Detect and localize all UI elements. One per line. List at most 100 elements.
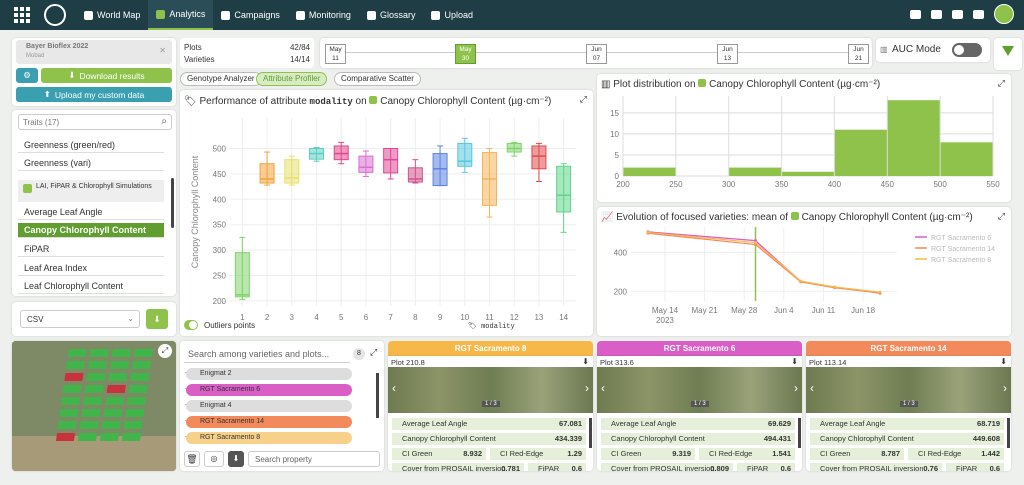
expand-icon[interactable]: ⤢ <box>158 344 172 358</box>
expand-icon[interactable]: ⤢ <box>997 211 1005 221</box>
nav-campaigns[interactable]: Campaigns <box>213 0 288 30</box>
eye-off-icon[interactable]: ◎ <box>204 451 224 467</box>
y-tick-label: 350 <box>213 221 227 230</box>
tab-attribute-profiler[interactable]: Attribute Profiler <box>256 72 328 86</box>
variety-row[interactable]: RGT Sacramento 6 <box>186 384 352 396</box>
y-tick-label: 300 <box>213 246 227 255</box>
histogram-bar <box>781 171 835 176</box>
expand-icon[interactable]: ⤢ <box>370 347 378 357</box>
series-point <box>878 290 882 294</box>
trait-item[interactable]: Leaf Chlorophyll Content <box>18 279 164 294</box>
x-tick-label: 14 <box>559 313 568 322</box>
trait-item[interactable]: Leaf Area Index <box>18 261 164 276</box>
traits-search-input[interactable]: Traits (17) ⌕ <box>18 114 172 130</box>
box <box>234 252 250 298</box>
apps-grid-icon[interactable] <box>14 5 34 25</box>
chevron-right-icon[interactable]: › <box>1003 381 1007 395</box>
avatar[interactable] <box>994 4 1014 24</box>
tab-comparative-scatter[interactable]: Comparative Scatter <box>334 72 421 86</box>
download-results-button[interactable]: ⬇ Download results <box>41 68 172 83</box>
close-icon[interactable]: ✕ <box>159 46 166 55</box>
filter-button[interactable] <box>994 38 1022 70</box>
trait-item-selected[interactable]: Canopy Chlorophyll Content <box>18 223 164 238</box>
map-plot <box>79 421 99 429</box>
variety-row[interactable]: Enigmat 2 <box>186 368 352 380</box>
auc-toggle[interactable] <box>952 43 982 57</box>
x-tick-label: May 14 <box>652 306 679 315</box>
y-tick-label: 0 <box>615 172 620 181</box>
nav-analytics[interactable]: Analytics <box>148 0 214 30</box>
date-may-11[interactable]: May 11 <box>325 44 346 64</box>
x-tick-label: 10 <box>460 313 469 322</box>
expand-icon[interactable]: ⤢ <box>579 94 587 104</box>
date-jun-07[interactable]: Jun 07 <box>586 44 607 64</box>
trial-selector[interactable]: Bayer Bioflex 2022 Mobad ✕ <box>16 40 172 64</box>
download-icon[interactable]: ⬇ <box>228 451 244 467</box>
users-icon[interactable] <box>910 9 921 19</box>
settings-button[interactable]: ⚙ <box>16 68 38 83</box>
nav-monitoring[interactable]: Monitoring <box>288 0 359 30</box>
trait-item[interactable]: Average Leaf Angle <box>18 205 164 220</box>
map-plot <box>57 421 77 429</box>
y-tick-label: 200 <box>614 287 628 296</box>
download-icon[interactable]: ⬇ <box>791 357 798 366</box>
date-jun-21[interactable]: Jun 21 <box>848 44 869 64</box>
logo[interactable] <box>44 4 66 26</box>
chevron-right-icon[interactable]: › <box>585 381 589 395</box>
histogram-icon: ▥ <box>601 79 611 90</box>
property-search-input[interactable]: Search property <box>248 451 380 467</box>
chevron-left-icon[interactable]: ‹ <box>601 381 605 395</box>
outliers-toggle[interactable] <box>184 320 198 330</box>
chevron-right-icon[interactable]: › <box>794 381 798 395</box>
variety-card: Plot 113.14 ⬇ ‹ › 1 / 3 Average Leaf Ang… <box>806 356 1011 471</box>
series-point <box>833 285 837 289</box>
upload-icon[interactable] <box>931 9 942 19</box>
tab-genotype-analyzer[interactable]: Genotype Analyzer <box>180 72 262 86</box>
legend-label: RGT Sacramento 8 <box>931 257 991 264</box>
variety-card-header: RGT Sacramento 6 <box>597 341 802 356</box>
trait-group-header[interactable]: LAI, FiPAR & Chlorophyll Simulations <box>18 180 164 202</box>
date-may-30[interactable]: May 30 <box>455 44 476 64</box>
download-icon[interactable]: ⬇ <box>1000 357 1007 366</box>
trash-icon[interactable]: 🗑 <box>184 451 200 467</box>
variety-row[interactable]: RGT Sacramento 8 <box>186 432 352 444</box>
variety-scrollbar[interactable] <box>376 373 379 418</box>
box <box>457 142 473 167</box>
map-plot <box>101 421 121 429</box>
box <box>333 145 349 161</box>
nav-glossary[interactable]: Glossary <box>359 0 424 30</box>
card-scrollbar[interactable] <box>1007 418 1010 448</box>
variety-card-header: RGT Sacramento 8 <box>388 341 593 356</box>
trait-item[interactable]: Greenness (vari) <box>18 156 164 171</box>
field-map[interactable]: ⤢ <box>12 341 176 471</box>
map-plot <box>86 373 106 381</box>
upload-icon: ⬆ <box>43 89 51 99</box>
traits-scrollbar[interactable] <box>171 178 174 228</box>
property-row: FiPAR 0.6 <box>528 463 586 471</box>
trait-item[interactable]: FiPAR <box>18 242 164 257</box>
y-tick-label: 200 <box>213 297 227 306</box>
export-format-select[interactable]: CSV ⌄ <box>20 310 140 328</box>
series-line <box>647 231 881 294</box>
variety-search-input[interactable]: Search among varieties and plots... <box>184 345 350 363</box>
image-icon[interactable] <box>952 9 963 19</box>
upload-custom-data-button[interactable]: ⬆ Upload my custom data <box>16 87 172 102</box>
chevron-left-icon[interactable]: ‹ <box>810 381 814 395</box>
export-download-button[interactable]: ⬇ <box>146 309 168 329</box>
map-plot <box>81 409 101 417</box>
settings-icon[interactable] <box>973 9 984 19</box>
trait-item[interactable]: Greenness (green/red) <box>18 138 164 153</box>
chevron-left-icon[interactable]: ‹ <box>392 381 396 395</box>
date-jun-13[interactable]: Jun 13 <box>717 44 738 64</box>
nav-upload[interactable]: Upload <box>423 0 481 30</box>
chevron-down-icon: ⌄ <box>127 314 134 323</box>
card-scrollbar[interactable] <box>589 418 592 448</box>
map-plot <box>103 409 123 417</box>
card-scrollbar[interactable] <box>798 418 801 448</box>
expand-icon[interactable]: ⤢ <box>997 78 1005 88</box>
download-icon[interactable]: ⬇ <box>582 357 589 366</box>
property-row: CI Red-Edge 1.541 <box>699 448 795 460</box>
nav-world-map[interactable]: World Map <box>76 0 148 30</box>
variety-row[interactable]: Enigmat 4 <box>186 400 352 412</box>
variety-row[interactable]: RGT Sacramento 14 <box>186 416 352 428</box>
